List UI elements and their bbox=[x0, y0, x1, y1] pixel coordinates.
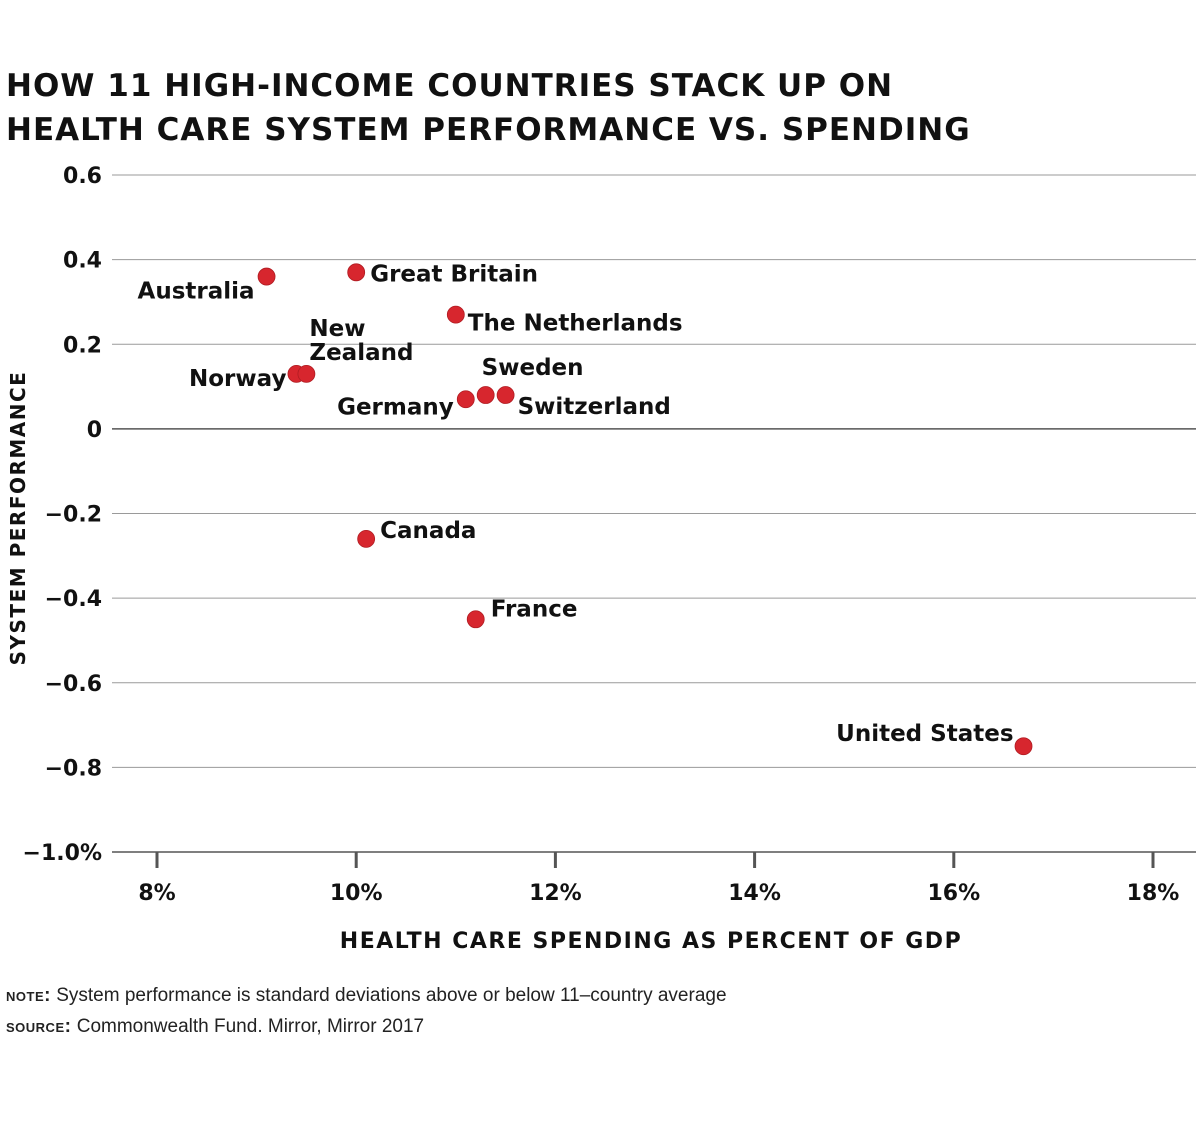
label-switzerland: Switzerland bbox=[518, 394, 671, 420]
source-key: source: bbox=[6, 1016, 72, 1037]
note-text: System performance is standard deviation… bbox=[50, 985, 727, 1006]
x-tick-label: 10% bbox=[330, 881, 383, 906]
label-layer: Australia Great Britain The Netherlands Nor… bbox=[138, 261, 1014, 747]
label-canada: Canada bbox=[380, 518, 476, 544]
point-switzerland bbox=[496, 386, 515, 404]
chart-title-line-2: HEALTH CARE SYSTEM PERFORMANCE VS. SPEND… bbox=[6, 112, 971, 148]
y-tick-label: −0.8 bbox=[45, 756, 102, 781]
label-the-netherlands: The Netherlands bbox=[468, 311, 683, 337]
y-tick-label: 0.2 bbox=[63, 333, 102, 358]
label-norway: Norway bbox=[189, 366, 286, 392]
y-tick-label: −0.4 bbox=[45, 587, 102, 612]
x-axis-title: HEALTH CARE SPENDING AS PERCENT OF GDP bbox=[340, 929, 962, 954]
point-new-zealand bbox=[297, 364, 316, 383]
y-tick-label: −1.0% bbox=[23, 841, 102, 866]
point-canada bbox=[357, 529, 376, 548]
label-great-britain: Great Britain bbox=[370, 261, 538, 287]
chart-source: source: Commonwealth Fund. Mirror, Mirro… bbox=[6, 1016, 424, 1038]
chart-title-line-1: HOW 11 HIGH-INCOME COUNTRIES STACK UP ON bbox=[6, 68, 894, 104]
x-tick-label: 14% bbox=[728, 881, 781, 906]
label-line: New bbox=[309, 316, 365, 342]
label-sweden: Sweden bbox=[482, 355, 584, 381]
label-france: France bbox=[491, 596, 578, 622]
x-tick-label: 12% bbox=[529, 881, 582, 906]
point-australia bbox=[257, 267, 276, 286]
label-germany: Germany bbox=[337, 394, 454, 420]
point-the-netherlands bbox=[446, 305, 465, 324]
y-tick-label: 0.4 bbox=[63, 249, 102, 274]
label-new-zealand: New Zealand bbox=[309, 316, 413, 366]
chart-note: note: System performance is standard dev… bbox=[6, 985, 727, 1007]
label-line: Zealand bbox=[309, 340, 413, 366]
point-sweden bbox=[476, 386, 495, 404]
y-axis-title: SYSTEM PERFORMANCE bbox=[6, 371, 30, 666]
point-united-states bbox=[1014, 737, 1033, 756]
x-tick-label: 18% bbox=[1127, 881, 1180, 906]
x-tick-label: 8% bbox=[138, 881, 175, 906]
label-united-states: United States bbox=[836, 721, 1013, 747]
chart-title: HOW 11 HIGH-INCOME COUNTRIES STACK UP ON… bbox=[6, 64, 1186, 152]
point-great-britain bbox=[347, 263, 366, 282]
grid-layer bbox=[112, 174, 1196, 853]
note-key: note: bbox=[6, 985, 51, 1006]
tick-layer: 0.6 0.4 0.2 0 −0.2 −0.4 −0.6 −0.8 −1.0% 8% 10% 12% 1… bbox=[23, 164, 1180, 906]
y-tick-label: −0.2 bbox=[45, 503, 102, 528]
point-germany bbox=[456, 390, 475, 409]
label-australia: Australia bbox=[138, 279, 255, 305]
y-tick-label: −0.6 bbox=[45, 672, 102, 697]
point-layer bbox=[257, 263, 1033, 756]
y-tick-label: 0 bbox=[87, 418, 102, 443]
y-tick-label: 0.6 bbox=[63, 164, 102, 189]
source-text: Commonwealth Fund. Mirror, Mirror 2017 bbox=[71, 1016, 425, 1037]
point-france bbox=[466, 610, 485, 629]
x-tick-label: 16% bbox=[927, 881, 980, 906]
